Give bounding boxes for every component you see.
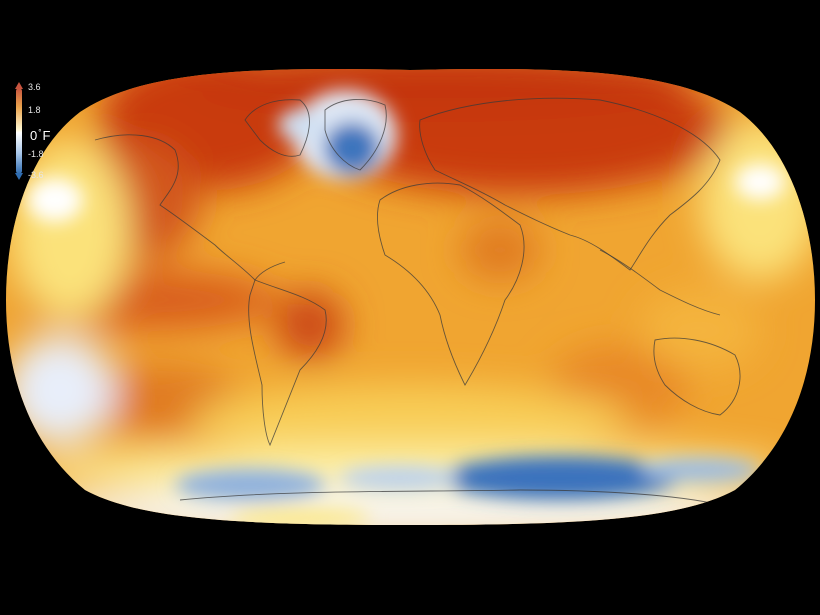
legend-bottom-arrow <box>15 173 23 180</box>
legend-tick-high: 1.8 <box>28 105 41 115</box>
legend-unit: F <box>42 128 51 143</box>
legend-tick-low: -1.8 <box>28 149 44 159</box>
legend-top-arrow <box>15 82 23 89</box>
coastlines <box>94 97 741 506</box>
legend-zero-label: 0°F <box>30 126 50 143</box>
legend-zero-value: 0 <box>30 128 38 143</box>
legend-tick-min: -3.6 <box>28 170 44 180</box>
legend-degree-symbol: ° <box>38 128 42 137</box>
anomaly-field <box>6 68 815 525</box>
legend-tick-max: 3.6 <box>28 82 41 92</box>
legend-color-bar <box>16 88 22 174</box>
color-scale-legend: 3.6 1.8 0°F -1.8 -3.6 <box>10 78 80 182</box>
